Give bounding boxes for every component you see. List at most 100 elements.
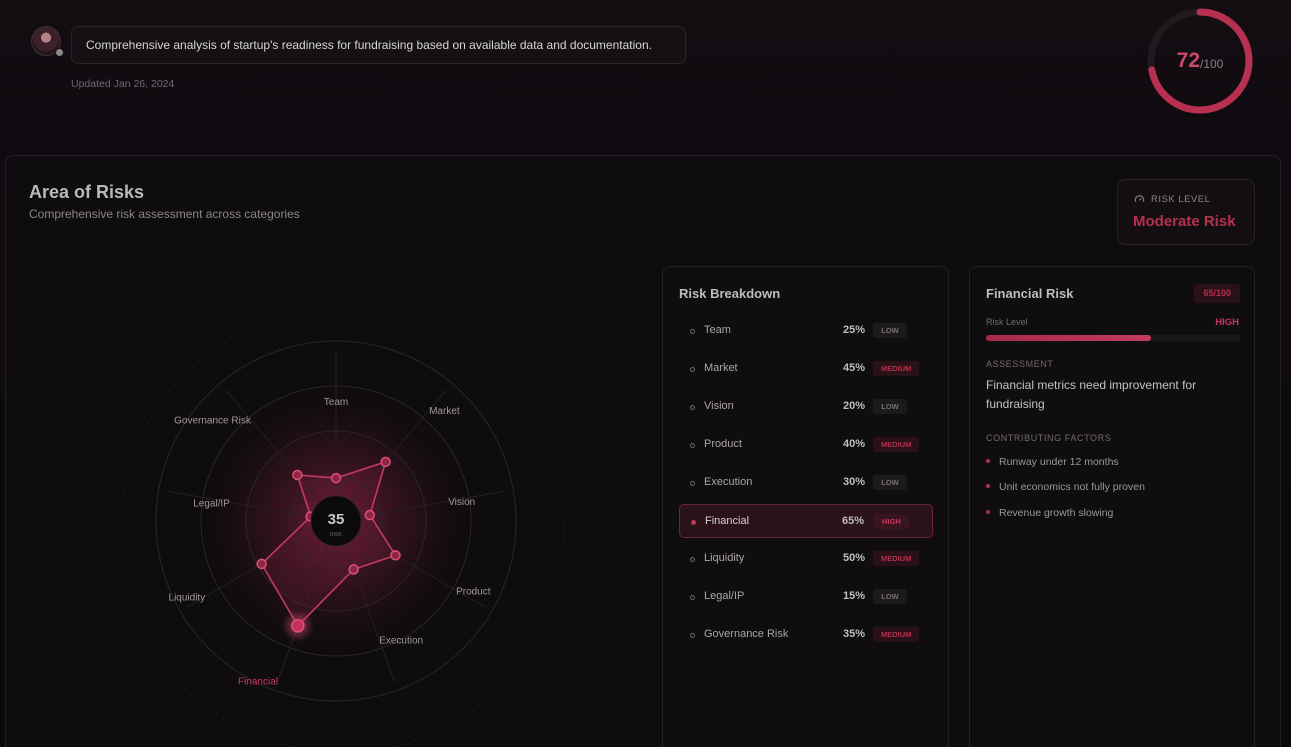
breakdown-row-vision[interactable]: Vision 20% LOW bbox=[679, 390, 933, 424]
overall-score: 72 /100 bbox=[1145, 6, 1255, 116]
row-indicator-icon bbox=[690, 367, 695, 372]
row-indicator-icon bbox=[690, 329, 695, 334]
assessment-text: Financial metrics need improvement for f… bbox=[986, 378, 1197, 411]
radar-label-execution: Execution bbox=[379, 636, 423, 647]
breakdown-row-name: Execution bbox=[704, 476, 753, 488]
breakdown-row-percent: 25% bbox=[842, 324, 865, 336]
risk-level-badge: HIGH bbox=[874, 514, 909, 529]
radar-center: 35 RISK bbox=[310, 495, 362, 547]
assessment-label: ASSESSMENT bbox=[986, 359, 1054, 369]
factor-text: Revenue growth slowing bbox=[999, 507, 1114, 519]
radar-center-value: 35 bbox=[328, 511, 345, 528]
score-value: 72 bbox=[1176, 49, 1200, 72]
risk-level-badge: LOW bbox=[873, 475, 907, 490]
breakdown-row-name: Liquidity bbox=[704, 552, 745, 564]
risk-level-label-text: RISK LEVEL bbox=[1151, 194, 1211, 205]
breakdown-row-name: Financial bbox=[705, 515, 750, 527]
radar-point-execution bbox=[348, 564, 359, 575]
analysis-summary: Comprehensive analysis of startup's read… bbox=[71, 26, 686, 64]
radar-label-liquidity: Liquidity bbox=[169, 593, 206, 604]
breakdown-row-governance-risk[interactable]: Governance Risk 35% MEDIUM bbox=[679, 618, 933, 652]
detail-title: Financial Risk bbox=[986, 286, 1074, 301]
risk-level-badge: LOW bbox=[873, 589, 907, 604]
score-ring-progress bbox=[1147, 8, 1253, 114]
breakdown-row-financial[interactable]: Financial 65% HIGH bbox=[679, 504, 933, 538]
risk-level-badge: MEDIUM bbox=[873, 437, 920, 452]
breakdown-row-name: Vision bbox=[704, 400, 734, 412]
risk-level-badge: MEDIUM bbox=[873, 551, 920, 566]
radar-spoke bbox=[335, 490, 506, 522]
risk-level-badge: MEDIUM bbox=[873, 361, 920, 376]
factors-label: CONTRIBUTING FACTORS bbox=[986, 433, 1112, 443]
breakdown-row-percent: 40% bbox=[842, 438, 865, 450]
updated-date: Updated Jan 26, 2024 bbox=[71, 78, 175, 90]
radar-point-governance-risk bbox=[292, 469, 303, 481]
risk-detail-card: Financial Risk 65/100 Risk Level HIGH AS… bbox=[969, 266, 1255, 747]
breakdown-row-percent: 65% bbox=[841, 515, 864, 527]
gauge-icon bbox=[1134, 195, 1145, 203]
row-indicator-icon bbox=[690, 481, 695, 486]
breakdown-row-product[interactable]: Product 40% MEDIUM bbox=[679, 428, 933, 462]
breakdown-row-percent: 15% bbox=[842, 590, 865, 602]
risk-level-badge: LOW bbox=[873, 323, 907, 338]
risk-level-card: RISK LEVEL Moderate Risk bbox=[1117, 179, 1255, 245]
factor-item: Unit economics not fully proven bbox=[986, 481, 1145, 493]
factor-item: Runway under 12 months bbox=[986, 456, 1119, 468]
score-suffix: /100 bbox=[1200, 56, 1224, 71]
detail-risk-level-value: HIGH bbox=[1215, 317, 1239, 328]
risk-level-badge: MEDIUM bbox=[873, 627, 920, 642]
radar-spoke bbox=[335, 520, 486, 608]
breakdown-row-name: Market bbox=[704, 362, 738, 374]
factor-text: Unit economics not fully proven bbox=[999, 481, 1145, 493]
detail-score-badge: 65/100 bbox=[1194, 284, 1240, 303]
radar-label-market: Market bbox=[429, 406, 460, 417]
detail-risk-level-label: Risk Level bbox=[986, 317, 1028, 327]
breakdown-row-percent: 45% bbox=[842, 362, 865, 374]
breakdown-row-name: Legal/IP bbox=[704, 590, 745, 602]
breakdown-row-legal-ip[interactable]: Legal/IP 15% LOW bbox=[679, 580, 933, 614]
risk-level-bar-fill bbox=[986, 335, 1152, 341]
section-subtitle: Comprehensive risk assessment across cat… bbox=[29, 207, 300, 221]
section-title: Area of Risks bbox=[29, 182, 145, 202]
status-dot bbox=[55, 48, 64, 57]
radar-label-governance-risk: Governance Risk bbox=[174, 416, 252, 427]
radar-point-financial bbox=[291, 619, 305, 633]
radar-labels: Team Market Vision Product Execution Financia… bbox=[169, 397, 491, 687]
factor-text: Runway under 12 months bbox=[999, 456, 1119, 468]
breakdown-row-name: Product bbox=[704, 438, 742, 450]
breakdown-row-team[interactable]: Team 25% LOW bbox=[679, 314, 933, 348]
radar-point-market bbox=[380, 456, 391, 468]
radar-point-vision bbox=[364, 509, 376, 521]
row-indicator-icon bbox=[690, 633, 695, 638]
breakdown-row-percent: 35% bbox=[842, 628, 865, 640]
breakdown-row-name: Team bbox=[704, 324, 731, 336]
row-indicator-icon bbox=[691, 520, 696, 525]
row-indicator-icon bbox=[690, 595, 695, 600]
radar-point-team bbox=[330, 472, 342, 484]
row-indicator-icon bbox=[690, 405, 695, 410]
radar-point-liquidity bbox=[256, 558, 267, 570]
breakdown-row-name: Governance Risk bbox=[704, 628, 789, 640]
risk-level-badge: LOW bbox=[873, 399, 907, 414]
breakdown-row-liquidity[interactable]: Liquidity 50% MEDIUM bbox=[679, 542, 933, 576]
radar-label-financial: Financial bbox=[238, 676, 278, 687]
radar-label-vision: Vision bbox=[448, 497, 475, 508]
risk-level-value: Moderate Risk bbox=[1133, 213, 1236, 230]
breakdown-row-percent: 30% bbox=[842, 476, 865, 488]
breakdown-row-execution[interactable]: Execution 30% LOW bbox=[679, 466, 933, 500]
risk-level-label: RISK LEVEL bbox=[1134, 194, 1210, 205]
radar-label-team: Team bbox=[324, 397, 348, 408]
breakdown-row-percent: 50% bbox=[842, 552, 865, 564]
breakdown-title: Risk Breakdown bbox=[679, 286, 781, 301]
radar-label-product: Product bbox=[456, 586, 491, 597]
radar-spoke bbox=[225, 388, 337, 522]
factor-item: Revenue growth slowing bbox=[986, 507, 1113, 519]
avatar[interactable] bbox=[31, 26, 61, 56]
row-indicator-icon bbox=[690, 443, 695, 448]
score-ring bbox=[1147, 8, 1253, 114]
radar-spoke bbox=[335, 520, 396, 683]
breakdown-row-market[interactable]: Market 45% MEDIUM bbox=[679, 352, 933, 386]
risk-level-bar bbox=[986, 335, 1240, 341]
breakdown-row-percent: 20% bbox=[842, 400, 865, 412]
radar-label-legal-ip: Legal/IP bbox=[193, 498, 230, 509]
